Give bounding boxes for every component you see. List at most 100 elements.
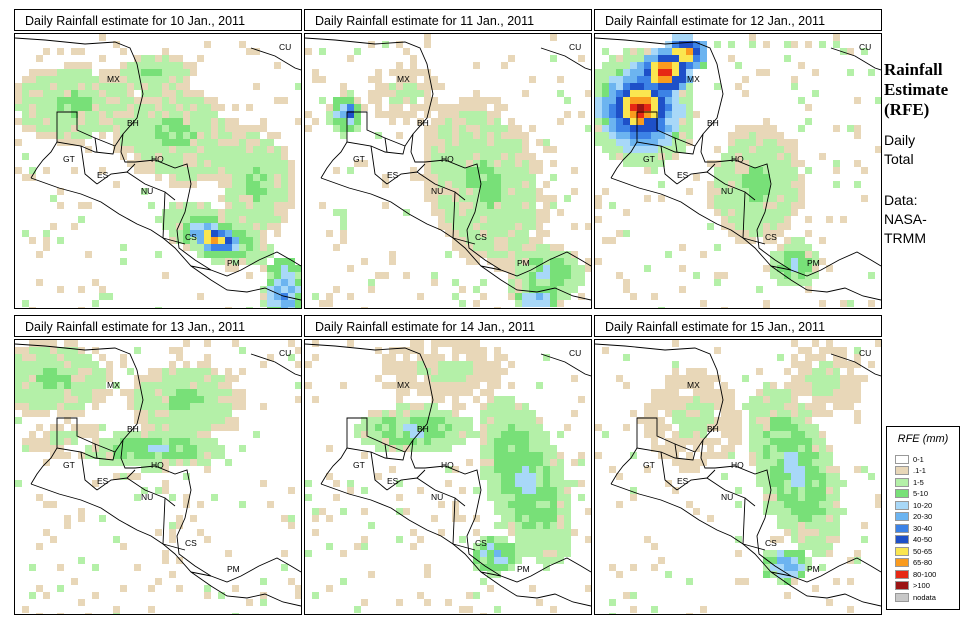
rainfall-cell (197, 111, 204, 118)
rainfall-cell (78, 216, 85, 223)
rainfall-cell (218, 592, 225, 599)
rainfall-cell (798, 466, 805, 473)
rainfall-cell (770, 382, 777, 389)
rainfall-cell (361, 417, 368, 424)
rainfall-cell (791, 550, 798, 557)
rainfall-cell (749, 424, 756, 431)
rainfall-cell (162, 480, 169, 487)
rainfall-cell (529, 417, 536, 424)
rainfall-cell (29, 83, 36, 90)
rainfall-cell (57, 188, 64, 195)
rainfall-cell (50, 223, 57, 230)
rainfall-cell (473, 153, 480, 160)
rainfall-cell (459, 146, 466, 153)
rainfall-cell (812, 375, 819, 382)
rainfall-cell (550, 515, 557, 522)
rainfall-cell (861, 536, 868, 543)
rainfall-cell (784, 480, 791, 487)
rainfall-cell (22, 606, 29, 613)
rainfall-cell (637, 104, 644, 111)
rainfall-cell (763, 557, 770, 564)
rainfall-cell (445, 251, 452, 258)
rainfall-cells (15, 340, 301, 614)
rainfall-cell (665, 125, 672, 132)
rainfall-cell (798, 473, 805, 480)
rainfall-cell (791, 459, 798, 466)
rainfall-cell (595, 83, 602, 90)
rainfall-cell (22, 118, 29, 125)
rainfall-cell (15, 382, 22, 389)
rainfall-cell (92, 118, 99, 125)
rainfall-cell (494, 424, 501, 431)
rainfall-cell (312, 508, 319, 515)
rainfall-cell (784, 557, 791, 564)
coastline-border (830, 353, 881, 377)
rainfall-cell (616, 62, 623, 69)
rainfall-cell (410, 62, 417, 69)
rainfall-cell (134, 494, 141, 501)
rainfall-cell (169, 153, 176, 160)
rainfall-cell (183, 97, 190, 104)
rainfall-cell (232, 251, 239, 258)
rainfall-cell (29, 431, 36, 438)
rainfall-cell (368, 424, 375, 431)
rainfall-cell (190, 146, 197, 153)
rainfall-cell (487, 494, 494, 501)
rainfall-cell (225, 251, 232, 258)
rainfall-cell (494, 466, 501, 473)
rainfall-cell (354, 606, 361, 613)
rainfall-cell (508, 431, 515, 438)
rainfall-cell (501, 216, 508, 223)
rainfall-cell (312, 76, 319, 83)
rainfall-cell (735, 160, 742, 167)
rainfall-cell (812, 258, 819, 265)
rainfall-cell (410, 438, 417, 445)
rainfall-cell (361, 508, 368, 515)
rainfall-cell (190, 452, 197, 459)
rainfall-cell (274, 146, 281, 153)
rainfall-cell (176, 522, 183, 529)
rainfall-cell (770, 209, 777, 216)
rainfall-cell (756, 424, 763, 431)
rainfall-cell (288, 195, 295, 202)
rainfall-cell (148, 160, 155, 167)
rainfall-cell (452, 368, 459, 375)
rainfall-cell (805, 354, 812, 361)
rainfall-cell (578, 111, 585, 118)
rainfall-cell (85, 83, 92, 90)
rainfall-cell (312, 354, 319, 361)
rainfall-cell (85, 389, 92, 396)
rainfall-cell (693, 368, 700, 375)
rainfall-cell (522, 223, 529, 230)
rainfall-cell (50, 354, 57, 361)
rainfall-cell (274, 160, 281, 167)
rainfall-cell (424, 41, 431, 48)
rainfall-cell (43, 396, 50, 403)
rainfall-cell (36, 396, 43, 403)
rainfall-cell (246, 174, 253, 181)
rainfall-cell (595, 139, 602, 146)
rainfall-cell (389, 83, 396, 90)
rainfall-cell (431, 361, 438, 368)
rainfall-cell (672, 41, 679, 48)
rainfall-cell (64, 389, 71, 396)
rainfall-cell (445, 375, 452, 382)
rainfall-cell (543, 293, 550, 300)
rainfall-cell (218, 417, 225, 424)
rainfall-cell (211, 396, 218, 403)
rainfall-cell (410, 417, 417, 424)
rainfall-cell (459, 216, 466, 223)
rainfall-cell (43, 361, 50, 368)
rainfall-cell (707, 403, 714, 410)
rainfall-cell (410, 174, 417, 181)
rainfall-cell (197, 368, 204, 375)
rainfall-cell (749, 459, 756, 466)
rainfall-cell (274, 181, 281, 188)
rainfall-cell (253, 209, 260, 216)
rainfall-cell (630, 132, 637, 139)
rainfall-cell (361, 160, 368, 167)
rainfall-cell (29, 125, 36, 132)
rainfall-cell (368, 90, 375, 97)
rainfall-cell (396, 97, 403, 104)
rainfall-cell (246, 258, 253, 265)
